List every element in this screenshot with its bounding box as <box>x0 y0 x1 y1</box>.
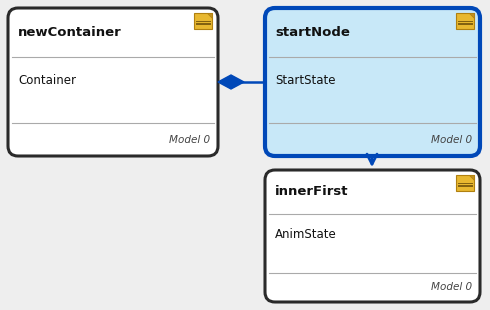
Text: Model 0: Model 0 <box>431 135 472 145</box>
FancyBboxPatch shape <box>265 8 480 156</box>
Text: newContainer: newContainer <box>18 26 122 39</box>
Text: AnimState: AnimState <box>275 228 337 241</box>
Text: Container: Container <box>18 74 76 87</box>
Text: Model 0: Model 0 <box>431 282 472 292</box>
Bar <box>456 175 474 191</box>
Polygon shape <box>469 175 474 180</box>
Text: Model 0: Model 0 <box>169 135 210 145</box>
Text: startNode: startNode <box>275 26 350 39</box>
Polygon shape <box>469 13 474 18</box>
FancyBboxPatch shape <box>265 170 480 302</box>
Bar <box>456 13 474 29</box>
Bar <box>194 13 212 29</box>
Text: innerFirst: innerFirst <box>275 185 348 198</box>
Polygon shape <box>207 13 212 18</box>
FancyBboxPatch shape <box>8 8 218 156</box>
Polygon shape <box>218 75 244 89</box>
Text: StartState: StartState <box>275 74 336 87</box>
